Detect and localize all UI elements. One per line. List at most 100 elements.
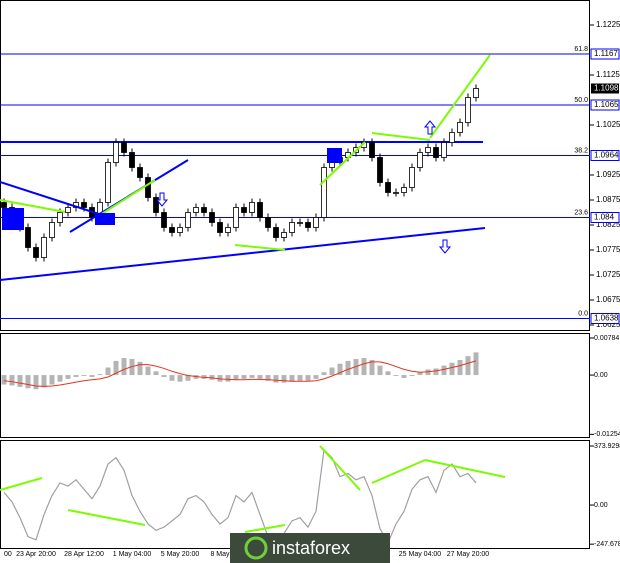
candle-body <box>137 167 143 178</box>
candle-body <box>305 222 311 228</box>
candle-body <box>177 227 183 233</box>
macd-bar <box>33 375 39 390</box>
macd-bar <box>473 352 479 376</box>
down-arrow <box>155 192 169 207</box>
candle-body <box>401 187 407 193</box>
candle-body <box>409 167 415 188</box>
candle-body <box>377 157 383 183</box>
candle-body <box>281 232 287 238</box>
fib-price-label: 1.1167 <box>594 49 618 58</box>
y-tick-label: 1.0925 <box>596 170 620 179</box>
candle-body <box>289 222 295 233</box>
candle-body <box>393 192 399 194</box>
fib-level-label: 23.6 <box>574 209 588 216</box>
up-arrow <box>423 120 437 135</box>
cci-trend-line <box>371 459 426 484</box>
cci-trend-line <box>319 445 361 491</box>
cci-line <box>3 448 477 545</box>
y-tick-label: 1.0875 <box>596 195 620 204</box>
macd-bar <box>153 371 159 376</box>
macd-bar <box>273 375 279 383</box>
candle-body <box>297 222 303 224</box>
macd-bar <box>81 375 87 377</box>
macd-bar <box>241 375 247 379</box>
trend-line <box>429 54 491 139</box>
macd-bar <box>281 375 287 383</box>
cci-trend-line <box>424 459 506 478</box>
x-tick-label: 8 May <box>210 551 230 558</box>
fib-price-label: 1.0638 <box>594 314 619 323</box>
macd-bar <box>449 362 455 376</box>
macd-bar <box>289 375 295 382</box>
fib-price-label: 1.1065 <box>594 100 619 109</box>
y-tick-label: 0.00 <box>594 502 608 509</box>
down-arrow <box>438 239 452 254</box>
y-tick-label: 1.0625 <box>596 320 620 329</box>
macd-bar <box>161 375 167 377</box>
macd-bar <box>257 375 263 379</box>
current-price-label: 1.1098 <box>594 84 619 93</box>
y-tick-label: 373.9298 <box>594 443 620 450</box>
fib-price-label: 1.0964 <box>594 151 619 160</box>
candle-body <box>49 222 55 238</box>
candle-body <box>257 202 263 218</box>
fib-level-label: 61.8 <box>574 46 588 53</box>
macd-bar <box>169 375 175 381</box>
macd-bar <box>137 361 143 376</box>
trend-lines <box>0 54 506 533</box>
candle-body <box>1 202 7 208</box>
macd-bar <box>89 375 95 377</box>
macd-bar <box>97 374 103 376</box>
candle-body <box>433 147 439 158</box>
candle-body <box>241 207 247 213</box>
candle-body <box>249 202 255 213</box>
macd-bar <box>105 367 111 376</box>
candle-body <box>65 207 71 213</box>
macd-bar <box>185 375 191 381</box>
candle-body <box>457 122 463 133</box>
candle-body <box>225 227 231 233</box>
candle-body <box>385 182 391 193</box>
candle-body <box>41 237 47 258</box>
macd-bar <box>145 366 151 376</box>
macd-bar <box>233 375 239 380</box>
macd-bar <box>225 375 231 382</box>
y-tick-label: 1.0725 <box>596 270 620 279</box>
x-tick-label: 23 Apr 20:00 <box>16 551 56 558</box>
candle-body <box>369 142 375 158</box>
current-price-box <box>591 83 619 94</box>
candle-body <box>201 207 207 213</box>
macd-bar <box>409 375 415 377</box>
y-tick-label: 0.00784 <box>594 335 619 342</box>
candle-body <box>449 132 455 143</box>
macd-bar <box>417 372 423 376</box>
candle-body <box>209 212 215 223</box>
y-tick-label: 1.1125 <box>596 70 620 79</box>
trend-line <box>319 141 366 186</box>
macd-bar <box>265 375 271 381</box>
macd-bar <box>385 371 391 376</box>
fib-price-box <box>590 150 620 161</box>
macd-bar <box>9 375 15 386</box>
macd-bar <box>401 375 407 378</box>
candle-body <box>321 167 327 218</box>
y-tick-label: 1.1025 <box>596 120 620 129</box>
fib-price-box <box>590 313 620 324</box>
macd-bar <box>433 368 439 376</box>
trend-line <box>0 199 66 213</box>
macd-bar <box>393 375 399 377</box>
fib-price-box <box>590 99 620 111</box>
macd-bar <box>369 359 375 376</box>
signal-box <box>327 148 342 163</box>
candle-body <box>441 142 447 158</box>
x-tick-label: 28 Apr 12:00 <box>64 551 104 558</box>
macd-bar <box>249 375 255 378</box>
macd-bar <box>65 375 71 379</box>
candle-body <box>185 212 191 228</box>
cci-trend-line <box>244 524 286 533</box>
candle-body <box>313 217 319 228</box>
fib-price-box <box>590 48 620 60</box>
macd-bar <box>305 375 311 381</box>
